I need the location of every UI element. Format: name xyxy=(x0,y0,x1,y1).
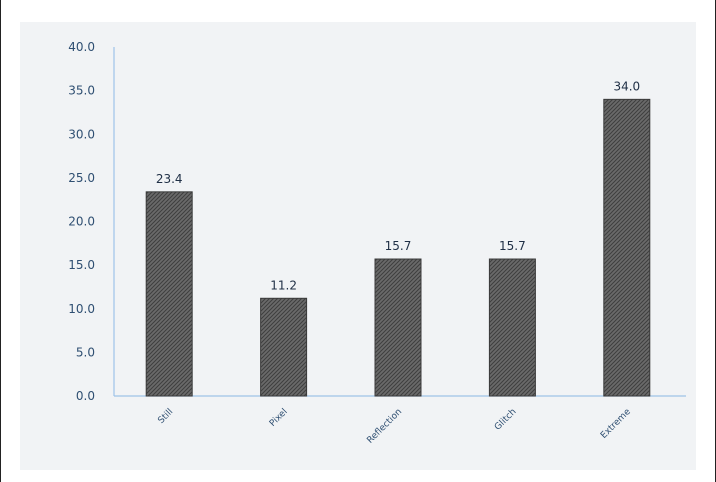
bar-value-label: 15.7 xyxy=(499,239,526,253)
bar xyxy=(145,191,193,397)
x-category-label: Reflection xyxy=(365,407,404,446)
y-tick-label: 15.0 xyxy=(68,258,95,272)
x-category-label: Extreme xyxy=(599,407,633,441)
y-axis-ticks: 0.0 5.0 10.0 15.0 20.0 25.0 30.0 35.0 40.0 xyxy=(68,40,95,403)
value-labels-group: 23.4 11.2 15.7 15.7 34.0 xyxy=(156,79,640,292)
bar-value-label: 34.0 xyxy=(613,79,640,93)
y-tick-label: 5.0 xyxy=(76,345,95,359)
y-tick-label: 0.0 xyxy=(76,389,95,403)
y-tick-label: 30.0 xyxy=(68,127,95,141)
x-category-label: Still xyxy=(156,407,175,426)
category-labels-group: Still Pixel Reflection Glitch Extreme xyxy=(156,407,633,446)
bar-value-label: 11.2 xyxy=(270,278,297,292)
y-tick-label: 40.0 xyxy=(68,40,95,54)
x-category-label: Pixel xyxy=(268,407,290,429)
bar xyxy=(260,297,308,397)
bar-value-label: 15.7 xyxy=(385,239,412,253)
bar xyxy=(488,258,536,397)
y-tick-label: 35.0 xyxy=(68,84,95,98)
bar xyxy=(374,258,422,397)
x-category-label: Glitch xyxy=(493,407,519,433)
y-tick-label: 25.0 xyxy=(68,171,95,185)
bar xyxy=(603,98,651,397)
bars-group xyxy=(145,98,651,397)
y-tick-label: 10.0 xyxy=(68,302,95,316)
chart-panel xyxy=(20,22,696,470)
y-tick-label: 20.0 xyxy=(68,215,95,229)
bar-value-label: 23.4 xyxy=(156,172,183,186)
